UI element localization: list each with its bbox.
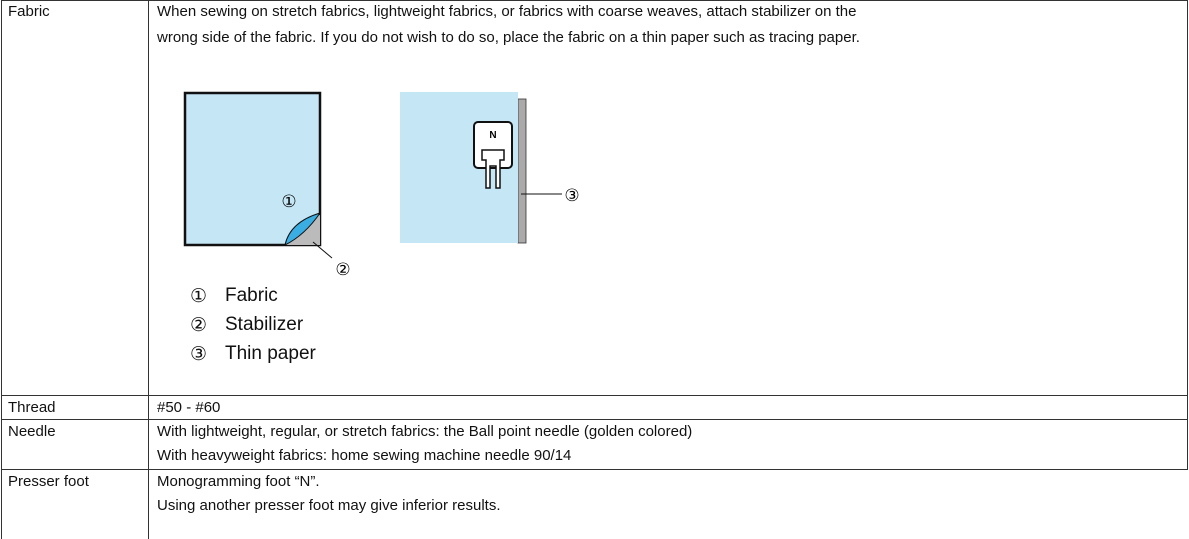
cell-text: Monogramming foot “N”. [157, 473, 320, 490]
row-border [1, 395, 1188, 396]
cell-text: With heavyweight fabrics: home sewing ma… [157, 447, 572, 464]
column-border [1187, 0, 1188, 469]
row-label: Needle [8, 423, 56, 440]
cell-text: wrong side of the fabric. If you do not … [157, 29, 860, 46]
row-label: Presser foot [8, 473, 89, 490]
cell-text: #50 - #60 [157, 399, 221, 416]
cell-text: Using another presser foot may give infe… [157, 497, 501, 514]
column-border [148, 0, 149, 539]
legend-marker: ③ [190, 344, 208, 365]
row-border [1, 0, 1188, 1]
cell-text: With lightweight, regular, or stretch fa… [157, 423, 693, 440]
foot-letter: N [489, 130, 496, 141]
callout: ③ [564, 186, 579, 205]
thin-paper [517, 98, 527, 244]
legend-text: Thin paper [225, 343, 316, 364]
row-label: Fabric [8, 3, 50, 20]
row-label: Thread [8, 399, 56, 416]
callout: ② [335, 260, 350, 279]
column-border [1, 0, 2, 539]
illustration: ① ② N ③ [183, 91, 580, 279]
legend-marker: ① [190, 286, 208, 307]
legend-text: Stabilizer [225, 314, 304, 335]
callout: ① [281, 192, 296, 211]
fabric-curl [284, 212, 322, 246]
row-border [1, 419, 1188, 420]
fabric-sheet [183, 91, 322, 247]
foot-toes [481, 149, 505, 189]
legend-marker: ② [190, 315, 208, 336]
row-border [1, 469, 1188, 470]
legend-text: Fabric [225, 285, 278, 306]
cell-text: When sewing on stretch fabrics, lightwei… [157, 3, 857, 20]
